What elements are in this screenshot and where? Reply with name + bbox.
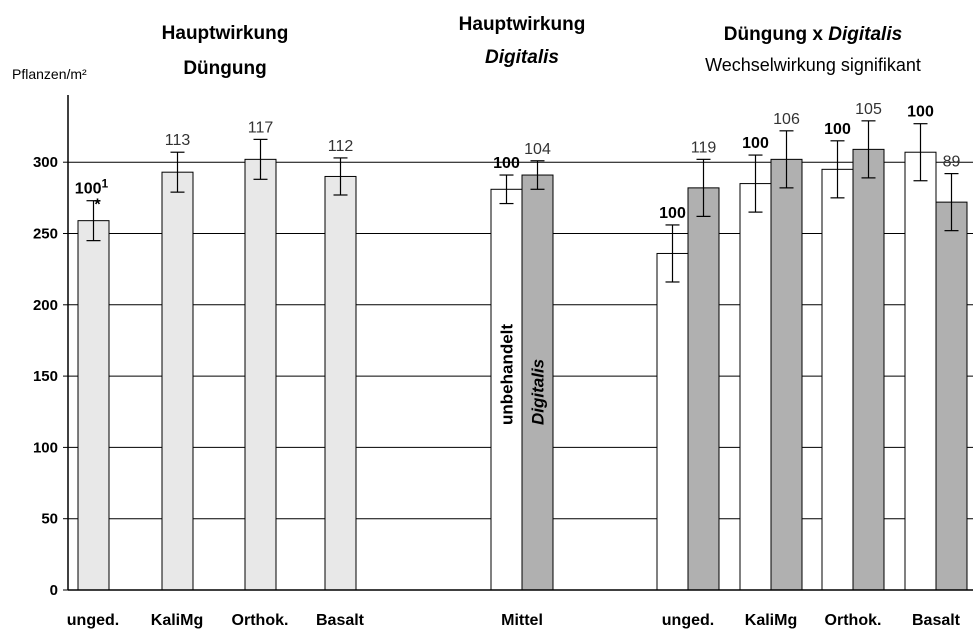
x-tick-label-basalt: Basalt (316, 612, 365, 629)
data-label: 1001 (75, 177, 109, 198)
x-axis: unged. KaliMg Orthok. Basalt Mittel unged. Kal… (67, 589, 973, 629)
group-3-subtitle: Wechselwirkung signifikant (705, 55, 921, 75)
bar-basalt (324, 175, 357, 591)
x-tick-label-unged: unged. (67, 612, 119, 629)
title-part: Digitalis (485, 47, 559, 68)
data-label: 119 (691, 139, 717, 156)
data-label: 105 (855, 101, 882, 118)
data-label: 100 (907, 104, 934, 121)
bars: 1001*113117112100unbehandelt104Digitalis… (75, 101, 968, 591)
bar-basalt-unbehandelt (904, 151, 937, 591)
group-titles: Hauptwirkung Düngung Hauptwirkung Digitalis… (162, 14, 921, 79)
data-label: 100 (824, 121, 851, 138)
y-axis-label: Pflanzen/m² (12, 66, 87, 82)
data-label: 100 (742, 135, 769, 152)
x-tick-label-unged: unged. (662, 612, 714, 629)
data-label: 104 (524, 141, 551, 158)
y-tick-label-50: 50 (41, 511, 58, 528)
data-label: 117 (248, 119, 274, 136)
bar-unged-digitalis (687, 187, 720, 591)
bar-unged-unbehandelt (656, 252, 689, 591)
x-tick-label-kalimg: KaliMg (745, 612, 797, 629)
data-label: 113 (165, 132, 191, 149)
data-label: 112 (328, 138, 354, 155)
bar-kalimg-digitalis (770, 158, 803, 591)
bar-unged (77, 220, 110, 591)
title-part: Düngung x (724, 24, 828, 45)
title-part: Digitalis (828, 24, 902, 45)
bar-inner-label: unbehandelt (498, 324, 517, 425)
data-label: 100 (493, 155, 520, 172)
y-tick-label-300: 300 (33, 154, 58, 171)
data-label: 89 (943, 154, 961, 171)
group-1-title-line-1: Hauptwirkung (162, 23, 289, 44)
y-tick-label-100: 100 (33, 439, 58, 456)
title-part: Düngung (183, 58, 266, 79)
bar-inner-label: Digitalis (529, 359, 548, 425)
bar-orthok-digitalis (852, 148, 885, 591)
group-2-title-line-1: Hauptwirkung (459, 14, 586, 35)
bar-kalimg (161, 171, 194, 591)
y-tick-label-150: 150 (33, 368, 58, 385)
bar-orthok-unbehandelt (821, 168, 854, 591)
x-tick-label-kalimg: KaliMg (151, 612, 203, 629)
x-tick-label-basalt: Basalt (912, 612, 961, 629)
bar-orthok (244, 158, 277, 591)
data-label: 100 (659, 205, 686, 222)
data-label: 106 (773, 111, 800, 128)
bar-basalt-digitalis (935, 201, 968, 591)
y-tick-label-200: 200 (33, 297, 58, 314)
group-1-title-line-2: Düngung (183, 58, 266, 79)
bar-kalimg-unbehandelt (739, 183, 772, 591)
title-part: Hauptwirkung (162, 23, 289, 44)
group-2-title-line-2: Digitalis (485, 47, 559, 68)
bar-mittel-digitalis (521, 174, 554, 591)
data-label-superscript: 1 (102, 177, 109, 191)
group-3-title-line-1: Düngung x Digitalis (724, 24, 902, 45)
x-tick-label-mittel: Mittel (501, 612, 543, 629)
title-part: Hauptwirkung (459, 14, 586, 35)
significance-marker: * (94, 197, 101, 214)
x-tick-label-orthok: Orthok. (825, 612, 882, 629)
x-tick-label-orthok: Orthok. (232, 612, 289, 629)
y-tick-label-250: 250 (33, 226, 58, 243)
y-axis: 0 50 100 150 200 250 300 (33, 95, 69, 599)
y-tick-label-0: 0 (50, 582, 58, 599)
